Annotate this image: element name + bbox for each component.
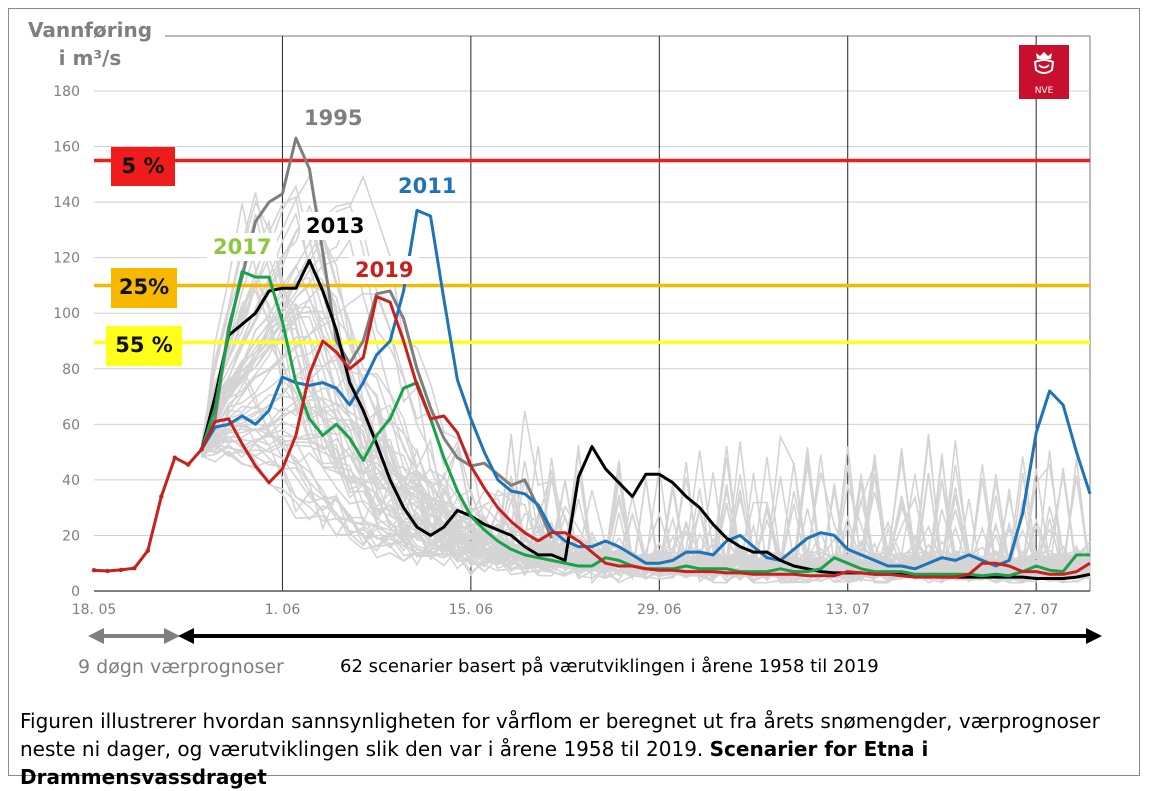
- forecast-arrow-right-head: [164, 628, 180, 644]
- figure-frame: [8, 8, 1140, 776]
- nve-crest-icon: [1033, 52, 1055, 74]
- y-tick-label: 40: [62, 473, 80, 489]
- y-tick-label: 0: [71, 584, 80, 600]
- series-label-2017: 2017: [207, 233, 278, 261]
- scenario-line: [200, 238, 1091, 577]
- y-tick-label: 20: [62, 528, 80, 544]
- x-axis: 18. 05 1. 06 15. 06 29. 06 13. 07 27. 07: [72, 590, 1090, 618]
- observed-point: [159, 494, 164, 499]
- y-tick-label: 60: [62, 417, 80, 433]
- y-tick-label: 160: [53, 140, 80, 156]
- x-tick-label: 13. 07: [825, 602, 870, 618]
- observed-point: [186, 462, 191, 467]
- series-line-2019: [200, 295, 1091, 579]
- nve-logo-text: NVE: [1034, 86, 1054, 96]
- scenario-period-label: 62 scenarier basert på værutviklingen i …: [340, 656, 879, 677]
- series-label-2011: 2011: [392, 172, 463, 200]
- observed-point: [105, 568, 110, 574]
- scenario-arrow-right-head: [1086, 628, 1102, 644]
- x-tick-label: 27. 07: [1014, 602, 1059, 618]
- nve-logo: NVE: [1019, 45, 1069, 99]
- x-tick-label: 18. 05: [72, 602, 117, 618]
- threshold-label-25: 25%: [111, 268, 177, 308]
- period-arrows: [88, 628, 1102, 644]
- x-tick-label: 1. 06: [265, 602, 301, 618]
- forecast-period-label: 9 døgn værprognoser: [78, 656, 284, 678]
- threshold-label-55: 55 %: [106, 326, 182, 366]
- y-axis-title-line1: Vannføring: [27, 18, 153, 42]
- threshold-lines: [94, 158, 1090, 345]
- y-axis: 0 20 40 60 80 100 120 140 160 180: [53, 84, 80, 600]
- scenario-line: [201, 292, 1091, 580]
- scenario-line: [200, 234, 1091, 581]
- scenario-line: [200, 235, 1091, 577]
- x-tick-label: 29. 06: [637, 602, 682, 618]
- y-tick-label: 180: [53, 84, 80, 100]
- figure-caption: Figuren illustrerer hvordan sannsynlighe…: [20, 707, 1135, 791]
- observed-point: [145, 548, 151, 553]
- caption-text: Figuren illustrerer hvordan sannsynlighe…: [20, 709, 1100, 761]
- y-axis-title-line2: i m³/s: [58, 46, 122, 70]
- observed-point: [132, 566, 137, 571]
- highlighted-series: [91, 136, 1092, 580]
- forecast-arrow-left-head: [88, 628, 104, 644]
- observed-point: [91, 567, 97, 573]
- x-tick-label: 15. 06: [449, 602, 494, 618]
- series-label-2019: 2019: [349, 256, 420, 284]
- series-label-1995: 1995: [298, 104, 369, 132]
- series-line-2011: [200, 208, 1092, 571]
- threshold-label-5: 5 %: [111, 147, 175, 186]
- y-tick-label: 140: [53, 195, 80, 211]
- y-tick-label: 120: [53, 251, 80, 267]
- scenario-line: [200, 184, 1091, 568]
- caption-bold: Scenarier for Etna i Drammensvassdraget: [20, 737, 929, 789]
- scenario-arrow-left-head: [178, 628, 194, 644]
- observed-point: [172, 455, 177, 460]
- scenario-line: [201, 370, 1091, 580]
- observed-point: [118, 567, 124, 573]
- scenario-line: [200, 365, 1091, 584]
- series-label-2013: 2013: [300, 212, 371, 240]
- grid: [94, 35, 1091, 591]
- y-axis-title: Vannføring i m³/s: [20, 16, 160, 72]
- y-tick-label: 80: [62, 362, 80, 378]
- y-tick-label: 100: [53, 306, 80, 322]
